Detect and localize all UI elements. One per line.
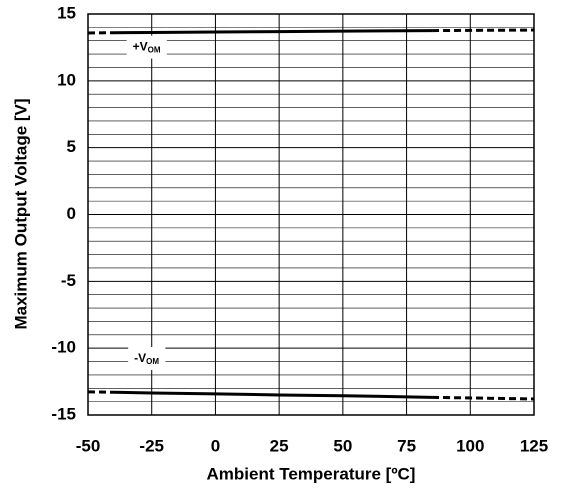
y-tick-label: 10 — [57, 70, 76, 89]
x-tick-label: 25 — [270, 436, 289, 455]
x-tick-label: -50 — [76, 436, 101, 455]
y-tick-label: -10 — [51, 338, 76, 357]
annotation-main: +V — [133, 40, 148, 54]
y-tick-label: 15 — [57, 3, 76, 22]
x-tick-label: 0 — [211, 436, 220, 455]
annotation-sub: OM — [146, 357, 159, 366]
annotation-main: -V — [134, 351, 146, 365]
x-tick-label: 75 — [397, 436, 416, 455]
annotation-box — [126, 35, 167, 59]
x-tick-label: 100 — [456, 436, 484, 455]
y-tick-label: -15 — [51, 404, 76, 423]
annotation-text: -VOM — [134, 351, 159, 366]
series-line — [432, 28, 535, 33]
y-tick-label: 0 — [67, 204, 76, 223]
x-tick-label: 50 — [333, 436, 352, 455]
annotation: -VOM — [128, 347, 166, 370]
y-axis-label: Maximum Output Voltage [V] — [11, 98, 30, 329]
plot-frame — [87, 13, 535, 416]
annotation: +VOM — [126, 35, 167, 59]
series-line — [432, 395, 535, 401]
series-line — [113, 29, 433, 35]
series-line — [113, 390, 433, 399]
annotation-box — [128, 347, 166, 370]
annotation-text: +VOM — [133, 40, 161, 55]
y-tick-label: -5 — [61, 271, 76, 290]
annotation-sub: OM — [148, 46, 161, 55]
y-tick-label: 5 — [67, 137, 76, 156]
x-tick-label: -25 — [139, 436, 164, 455]
x-tick-label: 125 — [520, 436, 548, 455]
x-axis-label: Ambient Temperature [ºC] — [207, 464, 416, 483]
